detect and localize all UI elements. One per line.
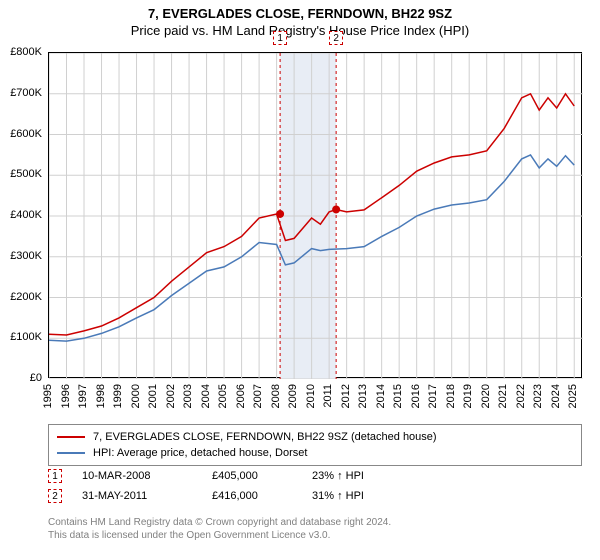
x-tick-label: 2017 <box>427 384 439 408</box>
footer-line1: Contains HM Land Registry data © Crown c… <box>48 516 391 529</box>
legend-label-property: 7, EVERGLADES CLOSE, FERNDOWN, BH22 9SZ … <box>93 431 437 443</box>
footer-attribution: Contains HM Land Registry data © Crown c… <box>48 516 391 542</box>
x-tick-label: 2002 <box>165 384 177 408</box>
x-tick-label: 2000 <box>130 384 142 408</box>
x-tick-label: 2010 <box>305 384 317 408</box>
legend-row-property: 7, EVERGLADES CLOSE, FERNDOWN, BH22 9SZ … <box>57 429 573 445</box>
chart-container: 7, EVERGLADES CLOSE, FERNDOWN, BH22 9SZ … <box>0 0 600 560</box>
x-tick-label: 2025 <box>567 384 579 408</box>
y-tick-label: £0 <box>30 372 42 384</box>
x-tick-label: 2018 <box>445 384 457 408</box>
x-tick-label: 1996 <box>60 384 72 408</box>
sale-marker-box-2: 2 <box>48 489 62 503</box>
title-block: 7, EVERGLADES CLOSE, FERNDOWN, BH22 9SZ … <box>0 0 600 40</box>
sale-marker-box-1: 1 <box>48 469 62 483</box>
title-address: 7, EVERGLADES CLOSE, FERNDOWN, BH22 9SZ <box>0 6 600 23</box>
x-tick-label: 2004 <box>200 384 212 408</box>
x-tick-label: 2003 <box>182 384 194 408</box>
chart-plot-area: 12 <box>48 52 582 378</box>
y-tick-label: £100K <box>10 331 42 343</box>
x-tick-label: 2024 <box>550 384 562 408</box>
sale-price-2: £416,000 <box>212 490 312 502</box>
x-tick-label: 2020 <box>480 384 492 408</box>
x-tick-label: 2019 <box>462 384 474 408</box>
chart-marker-label-1: 1 <box>273 31 287 45</box>
x-tick-label: 2023 <box>532 384 544 408</box>
x-tick-label: 2005 <box>217 384 229 408</box>
x-tick-label: 1998 <box>95 384 107 408</box>
sale-diff-2: 31% ↑ HPI <box>312 490 364 502</box>
x-tick-label: 1995 <box>42 384 54 408</box>
footer-line2: This data is licensed under the Open Gov… <box>48 529 391 542</box>
legend-swatch-hpi <box>57 452 85 454</box>
sale-date-2: 31-MAY-2011 <box>82 490 212 502</box>
y-tick-label: £500K <box>10 168 42 180</box>
x-tick-label: 2012 <box>340 384 352 408</box>
chart-marker-label-2: 2 <box>329 31 343 45</box>
y-tick-label: £700K <box>10 87 42 99</box>
y-tick-label: £300K <box>10 250 42 262</box>
y-axis-labels: £0£100K£200K£300K£400K£500K£600K£700K£80… <box>0 52 46 378</box>
sale-date-1: 10-MAR-2008 <box>82 470 212 482</box>
x-tick-label: 2007 <box>252 384 264 408</box>
x-tick-label: 2022 <box>515 384 527 408</box>
sale-price-1: £405,000 <box>212 470 312 482</box>
legend-label-hpi: HPI: Average price, detached house, Dors… <box>93 447 307 459</box>
legend-swatch-property <box>57 436 85 438</box>
x-tick-label: 1999 <box>112 384 124 408</box>
legend-row-hpi: HPI: Average price, detached house, Dors… <box>57 445 573 461</box>
y-tick-label: £200K <box>10 291 42 303</box>
y-tick-label: £400K <box>10 209 42 221</box>
y-tick-label: £800K <box>10 46 42 58</box>
sales-table: 1 10-MAR-2008 £405,000 23% ↑ HPI 2 31-MA… <box>48 466 582 506</box>
sale-row-2: 2 31-MAY-2011 £416,000 31% ↑ HPI <box>48 486 582 506</box>
x-tick-label: 2013 <box>357 384 369 408</box>
x-tick-label: 2014 <box>375 384 387 408</box>
x-tick-label: 2021 <box>497 384 509 408</box>
y-tick-label: £600K <box>10 128 42 140</box>
x-tick-label: 2006 <box>235 384 247 408</box>
x-tick-label: 2015 <box>392 384 404 408</box>
chart-svg <box>49 53 583 379</box>
sale-diff-1: 23% ↑ HPI <box>312 470 364 482</box>
x-tick-label: 2016 <box>410 384 422 408</box>
x-tick-label: 2008 <box>270 384 282 408</box>
x-axis-labels: 1995199619971998199920002001200220032004… <box>48 380 582 420</box>
sale-row-1: 1 10-MAR-2008 £405,000 23% ↑ HPI <box>48 466 582 486</box>
x-tick-label: 2009 <box>287 384 299 408</box>
x-tick-label: 1997 <box>77 384 89 408</box>
x-tick-label: 2001 <box>147 384 159 408</box>
title-subtitle: Price paid vs. HM Land Registry's House … <box>0 23 600 40</box>
x-tick-label: 2011 <box>322 384 334 408</box>
legend-box: 7, EVERGLADES CLOSE, FERNDOWN, BH22 9SZ … <box>48 424 582 466</box>
